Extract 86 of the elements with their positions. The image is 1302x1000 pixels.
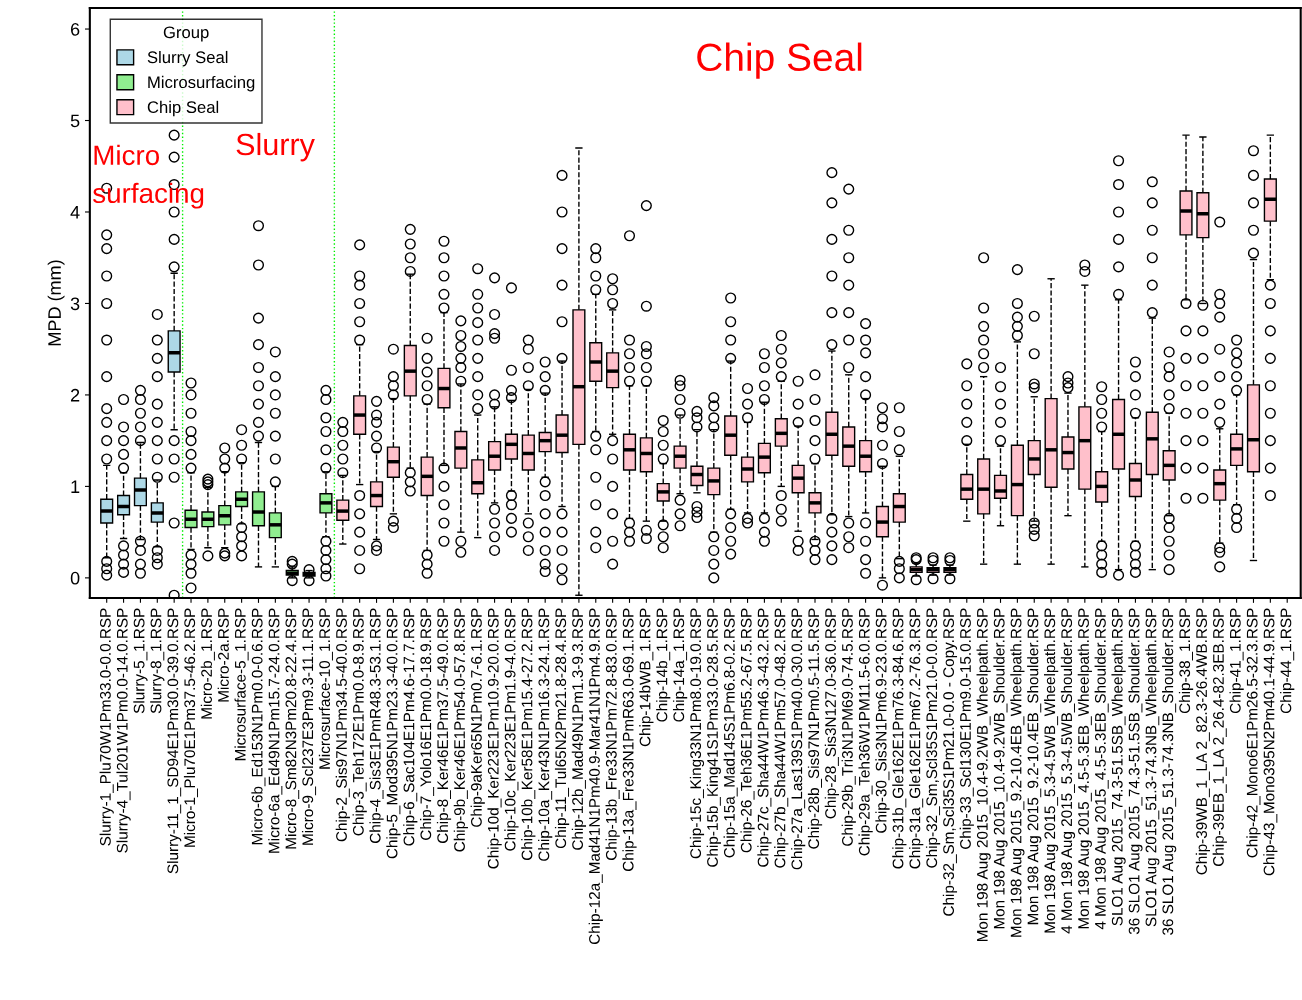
x-tick-label: Mon 198 Aug 2015_5.3-4.5WB_Wheelpath.RSP <box>1043 608 1059 933</box>
x-tick-label: Chip-29b_Tri3N1PM69.0-74.5.RSP <box>841 608 856 846</box>
legend-label: Microsurfacing <box>148 75 255 92</box>
x-tick-label: Slurry-11_1_SD94E1Pm30.0-39.0.RSP <box>167 608 182 874</box>
x-tick-label: Chip-32_Sm,Scl35S1Pm21.0-0.0 - Copy.RSP <box>942 608 958 916</box>
y-axis-title: MPD (mm) <box>47 260 65 346</box>
x-tick-label: Chip-44_1.RSP <box>1280 608 1295 714</box>
x-tick-label: Chip-31a_Gle162E1Pm67.2-76.3.RSP <box>909 608 924 869</box>
annotation: Chip Seal <box>697 42 862 79</box>
x-tick-label: Chip-7_Yolo16E1Pm0.0-18.9.RSP <box>420 608 435 840</box>
x-tick-label: Micro-9_Scl237E3Pm9.3-11.1.RSP <box>301 608 317 845</box>
x-tick-label: Chip-32_Sm,Scl35S1Pm21.0-0.0.RSP <box>925 608 941 868</box>
x-tick-label: Mon 198 Aug 2015_10.4-9.2WB_Shoulder.RSP <box>993 608 1008 929</box>
x-tick-label: Slurry-5_1.RSP <box>133 608 148 714</box>
x-tick-label: Chip-28b_Sis97N1Pm0.5-11.5.RSP <box>807 608 823 849</box>
x-tick-label: 36 SLO1 Aug 2015_74.3-51.5SB_Shoulder.RSP <box>1128 608 1143 935</box>
y-tick-label: 1 <box>71 480 80 493</box>
x-tick-label: Chip-4_Sis3E1PmR48.3-53.1.RSP <box>369 608 384 844</box>
x-tick-label: Chip-14a_1.RSP <box>672 608 688 722</box>
x-tick-label: Slurry-4_Tul201W1Pm0.0-14.0.RSP <box>116 608 131 853</box>
x-tick-label: Chip-11_Tul65N2Pm21.8-28.4.RSP <box>554 608 570 849</box>
x-tick-label: Chip-26_Teh36E1Pm55.2-67.5.RSP <box>740 608 755 853</box>
x-tick-label: Chip-3_Teh172E1Pm0.0-8.9.RSP <box>352 608 367 836</box>
x-tick-label: Slurry-8_1.RSP <box>150 608 165 714</box>
x-tick-label: Slurry-1_Plu70W1Pm33.0-0.0.RSP <box>99 608 114 846</box>
x-tick-label: Chip-5_Mod395N1Pm23.3-40.0.RSP <box>386 608 401 859</box>
x-tick-label: Chip-14b_1.RSP <box>656 608 671 722</box>
x-tick-label: Chip-12b_Mad49N1Pm1.3-9.3.RSP <box>571 608 587 850</box>
y-tick-label: 6 <box>70 22 80 36</box>
x-tick-label: Chip-43_Mono395N2Pm40.1-44.9.RSP <box>1263 608 1278 876</box>
x-tick-label: Micro-8_Sm82N3Pm20.8-22.4.RSP <box>285 608 300 849</box>
x-tick-label: Chip-8_Ker46E1Pm37.5-49.0.RSP <box>436 608 452 844</box>
x-tick-label: Chip-12a_Mad41N1Pm40.9-Mar41N1Pm4.9.RSP <box>588 608 603 945</box>
x-tick-label: Chip-33_Scl130E1Pm9.0-15.0.RSP <box>959 608 974 849</box>
x-tick-label: Micro-1_Plu70E1Pm37.5-46.2.RSP <box>183 608 199 847</box>
x-tick-label: Chip-10c_Ker223E1Pm1.9-4.0.RSP <box>504 608 519 851</box>
x-tick-label: Chip-13a_Fre33N1PmR63.0-69.1.RSP <box>622 608 637 872</box>
x-tick-label: Micro-6b_Ed153N1Pm0.0-0.6.RSP <box>251 608 266 845</box>
x-tick-label: Mon 198 Aug 2015_9.2-10.4EB_Wheelpath.RSP <box>1010 608 1025 937</box>
x-tick-label: Chip-6_Sac104E1Pm4.6-17.7.RSP <box>403 608 418 846</box>
x-tick-label: Chip-10b_Ker58E1Pm15.4-27.2.RSP <box>521 608 536 861</box>
x-tick-label: Chip-29a_Teh36W1PM11.5-6.0.RSP <box>858 608 873 856</box>
legend-title: Group <box>163 26 209 42</box>
x-tick-label: Micro-6a_Ed49N1Pm15.7-24.0.RSP <box>268 608 283 853</box>
x-tick-label: Chip-27c_Sha44W1Pm46.3-43.2.RSP <box>757 608 772 867</box>
x-tick-label: SLO1 Aug 2015_51.3-74.3NB_Wheelpath.RSP <box>1145 608 1160 927</box>
x-tick-label: Chip-14bWB_1.RSP <box>639 608 654 747</box>
y-tick-label: 0 <box>70 571 80 585</box>
x-tick-label: Chip-15a_Mad145S1Pm6.8-0.2.RSP <box>723 608 738 858</box>
y-tick-label: 5 <box>70 114 80 128</box>
x-tick-label: SLO1 Aug 2015_74.3-51.5SB_Wheelpath.RSP <box>1111 608 1126 926</box>
x-tick-label: Chip-27b_Sha44W1Pm57.0-48.2.RSP <box>774 608 789 868</box>
x-tick-label: 36 SLO1 Aug 2015_51.3-74.3NB_Shoulder.RSP <box>1162 608 1177 935</box>
x-tick-label: Chip-39WB_1_LA 2_82.3-26.4WB.RSP <box>1195 608 1211 875</box>
x-tick-label: Chip-10d_Ker223E1Pm10.9-20.0.RSP <box>487 608 502 869</box>
annotation: Micro surfacing <box>93 144 204 209</box>
x-tick-label: Micro-2a.RSP <box>217 608 229 702</box>
x-tick-label: Chip-9aKer65N1Pm0.7-6.1.RSP <box>470 608 485 827</box>
x-tick-label: Chip-2_Sis97N1Pm34.5-40.0.RSP <box>335 608 350 842</box>
x-tick-label: 4 Mon 198 Aug 2015_4.5-5.3EB_Shoulder.RSP <box>1094 608 1109 930</box>
legend-label: Slurry Seal <box>147 50 228 67</box>
y-tick-label: 3 <box>70 297 80 311</box>
x-tick-label: Micro-2b_1.RSP <box>200 608 215 719</box>
x-tick-label: Chip-9b_Ker46E1Pm54.0-57.8.RSP <box>453 608 468 852</box>
x-tick-label: Chip-41_1.RSP <box>1229 608 1244 714</box>
legend-label: Chip Seal <box>147 100 219 117</box>
x-tick-label: Chip-30_Sis3N1Pm6.9-23.0.RSP <box>875 608 890 833</box>
x-tick-label: Microsurface-5_1.RSP <box>234 608 249 761</box>
y-tick-label: 2 <box>70 388 80 402</box>
x-tick-label: Chip-15c_King33N1Pm8.0-19.0.RSP <box>689 608 705 859</box>
x-tick-label: Mon 198 Aug 2015_10.4-9.2WB_Wheelpath.RSP <box>976 608 991 942</box>
x-tick-label: Chip-28_Sis3N127.0-36.0.RSP <box>824 608 839 819</box>
x-tick-label: Chip-31b_Gle162E1Pm76.3-84.6.RSP <box>892 608 907 869</box>
x-tick-label: Microsurface-10_1.RSP <box>318 608 333 769</box>
x-tick-label: Chip-10a_Ker43N1Pm16.3-24.1.RSP <box>538 608 553 861</box>
x-tick-label: Mon 198 Aug 2015_9.2-10.4EB_Shoulder.RSP <box>1027 608 1042 925</box>
x-tick-label: 4 Mon 198 Aug 2015_5.3-4.5WB_Shoulder.RSP <box>1060 608 1076 934</box>
x-tick-label: Mon 198 Aug 2015_4.5-5.3EB_Wheelpath.RSP <box>1077 608 1092 929</box>
x-tick-label: Chip-38_1.RSP <box>1178 608 1194 714</box>
x-tick-label: Chip-42_Mono6E1Pm26.5-32.3.RSP <box>1246 608 1261 858</box>
x-tick-label: Chip-39EB_1_LA 2_26.4-82.3EB.RSP <box>1212 608 1227 866</box>
y-tick-label: 4 <box>70 206 80 219</box>
x-tick-label: Chip-15b_King41S1Pm33.0-28.5.RSP <box>706 608 721 867</box>
annotation: Slurry <box>236 132 315 162</box>
x-tick-label: Chip-27a_Las139S1Pm40.0-30.0.RSP <box>791 608 806 870</box>
x-tick-label: Chip-13b_Fre33N1Pm72.8-83.0.RSP <box>605 608 620 860</box>
